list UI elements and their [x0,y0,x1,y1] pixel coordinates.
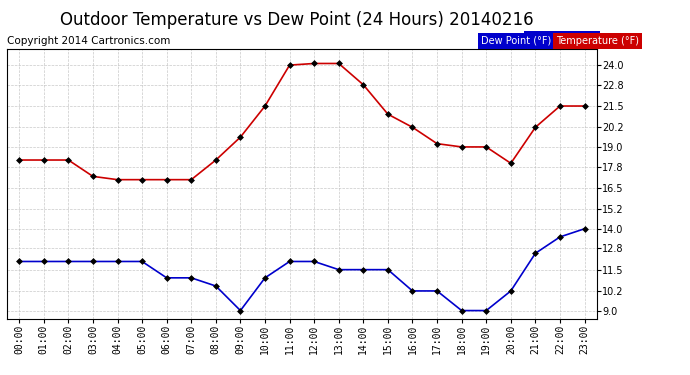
Text: Outdoor Temperature vs Dew Point (24 Hours) 20140216: Outdoor Temperature vs Dew Point (24 Hou… [60,11,533,29]
Text: Copyright 2014 Cartronics.com: Copyright 2014 Cartronics.com [7,36,170,46]
Text: Dew Point (°F): Dew Point (°F) [526,34,597,44]
Text: Dew Point (°F): Dew Point (°F) [481,36,551,46]
Text: Temperature (°F): Temperature (°F) [556,36,639,46]
